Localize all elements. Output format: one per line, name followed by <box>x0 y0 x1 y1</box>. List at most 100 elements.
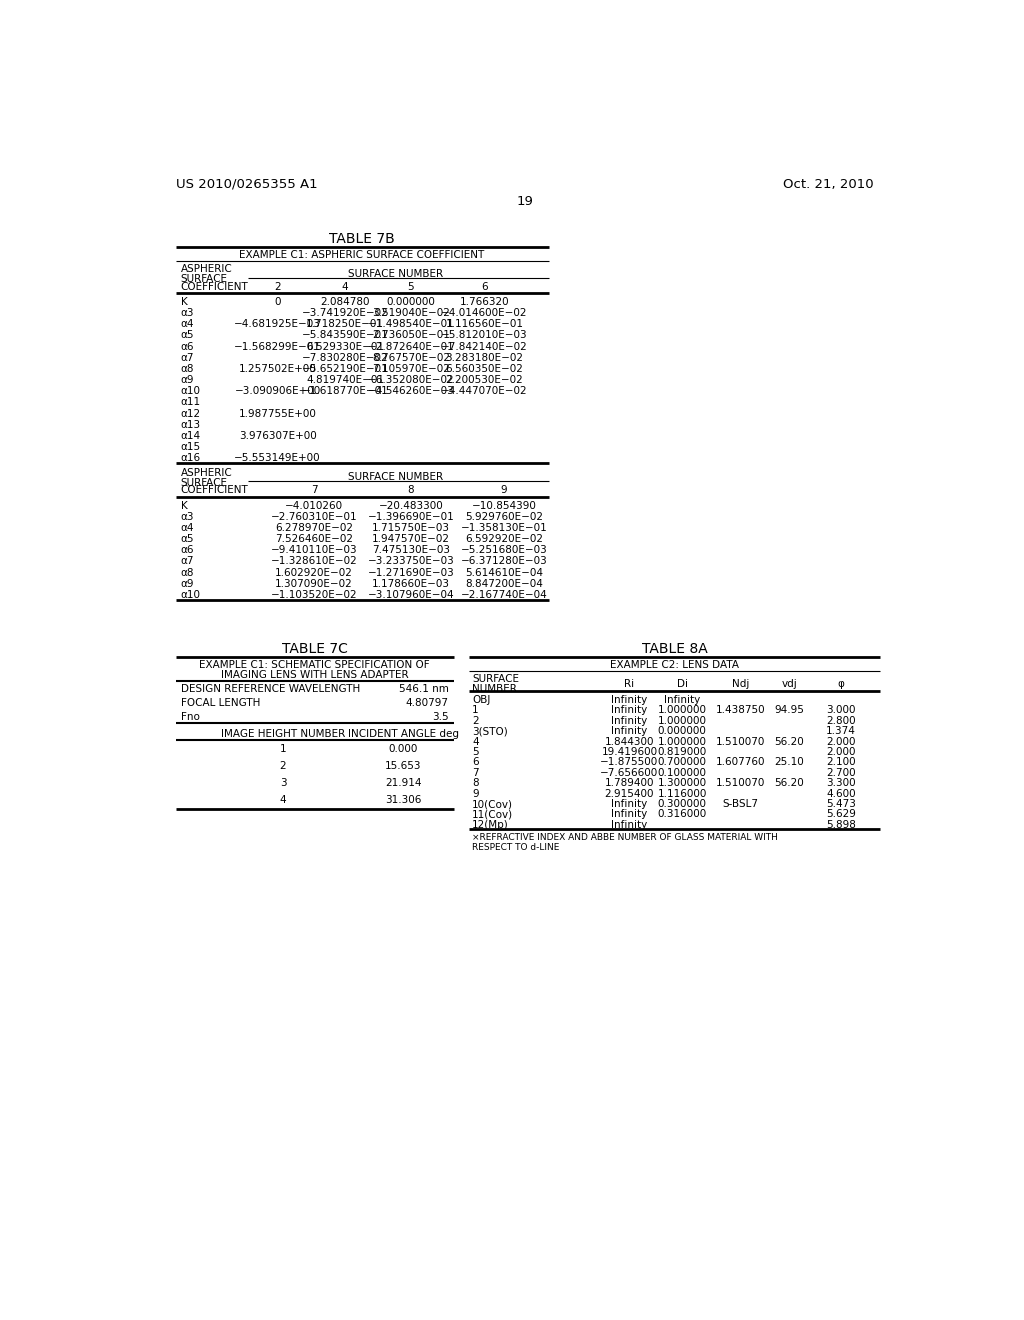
Text: 9: 9 <box>501 486 507 495</box>
Text: −1.328610E−02: −1.328610E−02 <box>270 557 357 566</box>
Text: 6.278970E−02: 6.278970E−02 <box>275 523 353 533</box>
Text: Ri: Ri <box>625 678 635 689</box>
Text: 1.116000: 1.116000 <box>657 788 707 799</box>
Text: Infinity: Infinity <box>611 715 647 726</box>
Text: 3.5: 3.5 <box>432 711 449 722</box>
Text: 1.000000: 1.000000 <box>657 715 707 726</box>
Text: 3(STO): 3(STO) <box>472 726 508 737</box>
Text: 1.257502E+00: 1.257502E+00 <box>239 364 316 374</box>
Text: TABLE 8A: TABLE 8A <box>641 642 708 656</box>
Text: OBJ: OBJ <box>472 696 490 705</box>
Text: 7.475130E−03: 7.475130E−03 <box>372 545 450 556</box>
Text: EXAMPLE C1: SCHEMATIC SPECIFICATION OF: EXAMPLE C1: SCHEMATIC SPECIFICATION OF <box>200 660 430 671</box>
Text: 10(Cov): 10(Cov) <box>472 799 513 809</box>
Text: 6.560350E−02: 6.560350E−02 <box>445 364 523 374</box>
Text: INCIDENT ANGLE deg: INCIDENT ANGLE deg <box>347 729 459 739</box>
Text: ASPHERIC: ASPHERIC <box>180 467 232 478</box>
Text: 5.898: 5.898 <box>826 820 856 830</box>
Text: 5.629: 5.629 <box>826 809 856 820</box>
Text: 0.300000: 0.300000 <box>657 799 707 809</box>
Text: EXAMPLE C1: ASPHERIC SURFACE COEFFICIENT: EXAMPLE C1: ASPHERIC SURFACE COEFFICIENT <box>240 249 484 260</box>
Text: 1.510070: 1.510070 <box>716 779 765 788</box>
Text: −7.842140E−02: −7.842140E−02 <box>441 342 528 351</box>
Text: −4.447070E−02: −4.447070E−02 <box>441 387 527 396</box>
Text: 8: 8 <box>408 486 414 495</box>
Text: α3: α3 <box>180 512 195 521</box>
Text: vdj: vdj <box>781 678 797 689</box>
Text: α9: α9 <box>180 579 195 589</box>
Text: Infinity: Infinity <box>664 696 700 705</box>
Text: SURFACE: SURFACE <box>472 675 519 684</box>
Text: α5: α5 <box>180 330 195 341</box>
Text: 3.976307E+00: 3.976307E+00 <box>239 430 316 441</box>
Text: 1.607760: 1.607760 <box>716 758 765 767</box>
Text: 1.715750E−03: 1.715750E−03 <box>372 523 450 533</box>
Text: −1.568299E−01: −1.568299E−01 <box>234 342 321 351</box>
Text: Di: Di <box>677 678 688 689</box>
Text: TABLE 7B: TABLE 7B <box>329 231 395 246</box>
Text: 1.947570E−02: 1.947570E−02 <box>372 535 450 544</box>
Text: −5.812010E−03: −5.812010E−03 <box>441 330 527 341</box>
Text: US 2010/0265355 A1: US 2010/0265355 A1 <box>176 178 317 190</box>
Text: −5.553149E+00: −5.553149E+00 <box>234 453 321 463</box>
Text: α16: α16 <box>180 453 201 463</box>
Text: −3.741920E−02: −3.741920E−02 <box>302 308 388 318</box>
Text: 7.526460E−02: 7.526460E−02 <box>275 535 353 544</box>
Text: α12: α12 <box>180 409 201 418</box>
Text: −2.760310E−01: −2.760310E−01 <box>270 512 357 521</box>
Text: 15.653: 15.653 <box>385 762 421 771</box>
Text: 4: 4 <box>280 795 287 805</box>
Text: −9.410110E−03: −9.410110E−03 <box>270 545 357 556</box>
Text: −2.872640E−01: −2.872640E−01 <box>368 342 455 351</box>
Text: COEFFICIENT: COEFFICIENT <box>180 486 249 495</box>
Text: −5.843590E−01: −5.843590E−01 <box>302 330 388 341</box>
Text: DESIGN REFERENCE WAVELENGTH: DESIGN REFERENCE WAVELENGTH <box>180 684 360 694</box>
Text: 4.819740E−01: 4.819740E−01 <box>306 375 384 385</box>
Text: 1.178660E−03: 1.178660E−03 <box>372 579 450 589</box>
Text: 1.987755E+00: 1.987755E+00 <box>239 409 316 418</box>
Text: 12(Mp): 12(Mp) <box>472 820 509 830</box>
Text: −3.090906E+00: −3.090906E+00 <box>234 387 321 396</box>
Text: 94.95: 94.95 <box>774 705 804 715</box>
Text: −7.656600: −7.656600 <box>600 768 658 777</box>
Text: −1.618770E−01: −1.618770E−01 <box>302 387 388 396</box>
Text: 21.914: 21.914 <box>385 779 421 788</box>
Text: −10.854390: −10.854390 <box>471 500 537 511</box>
Text: 3.300: 3.300 <box>826 779 856 788</box>
Text: α9: α9 <box>180 375 195 385</box>
Text: 1.116560E−01: 1.116560E−01 <box>445 319 523 329</box>
Text: −6.371280E−03: −6.371280E−03 <box>461 557 547 566</box>
Text: 546.1 nm: 546.1 nm <box>399 684 449 694</box>
Text: 2.100: 2.100 <box>826 758 856 767</box>
Text: α8: α8 <box>180 364 195 374</box>
Text: S-BSL7: S-BSL7 <box>722 799 758 809</box>
Text: 2: 2 <box>280 762 287 771</box>
Text: 56.20: 56.20 <box>774 779 804 788</box>
Text: ASPHERIC: ASPHERIC <box>180 264 232 273</box>
Text: 5.614610E−04: 5.614610E−04 <box>465 568 543 578</box>
Text: 2.000: 2.000 <box>826 737 856 747</box>
Text: Oct. 21, 2010: Oct. 21, 2010 <box>783 178 873 190</box>
Text: 4: 4 <box>472 737 479 747</box>
Text: α15: α15 <box>180 442 201 453</box>
Text: 2: 2 <box>472 715 479 726</box>
Text: 6.529330E−01: 6.529330E−01 <box>306 342 384 351</box>
Text: 31.306: 31.306 <box>385 795 421 805</box>
Text: Fno: Fno <box>180 711 200 722</box>
Text: −7.830280E−02: −7.830280E−02 <box>302 352 388 363</box>
Text: EXAMPLE C2: LENS DATA: EXAMPLE C2: LENS DATA <box>610 660 739 671</box>
Text: IMAGING LENS WITH LENS ADAPTER: IMAGING LENS WITH LENS ADAPTER <box>221 671 409 680</box>
Text: 1.602920E−02: 1.602920E−02 <box>275 568 353 578</box>
Text: 4.600: 4.600 <box>826 788 856 799</box>
Text: −20.483300: −20.483300 <box>379 500 443 511</box>
Text: Ndj: Ndj <box>731 678 749 689</box>
Text: α7: α7 <box>180 352 195 363</box>
Text: 1.374: 1.374 <box>826 726 856 737</box>
Text: α7: α7 <box>180 557 195 566</box>
Text: 19.419600: 19.419600 <box>601 747 657 758</box>
Text: 1.789400: 1.789400 <box>605 779 654 788</box>
Text: RESPECT TO d-LINE: RESPECT TO d-LINE <box>472 842 559 851</box>
Text: −1.271690E−03: −1.271690E−03 <box>368 568 455 578</box>
Text: 1.438750: 1.438750 <box>716 705 765 715</box>
Text: 5: 5 <box>408 281 414 292</box>
